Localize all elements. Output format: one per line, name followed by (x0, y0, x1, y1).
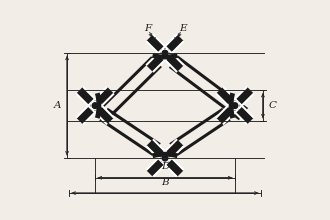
Circle shape (162, 155, 168, 161)
Circle shape (92, 103, 98, 108)
Text: E: E (179, 24, 186, 33)
Text: B: B (161, 178, 169, 187)
Circle shape (162, 50, 168, 56)
Text: D: D (161, 162, 169, 171)
Circle shape (161, 154, 169, 162)
Circle shape (161, 49, 169, 57)
Text: A: A (54, 101, 62, 110)
Circle shape (91, 102, 99, 110)
Circle shape (232, 103, 238, 108)
Circle shape (231, 102, 239, 110)
Text: C: C (268, 101, 277, 110)
Text: F: F (144, 24, 151, 33)
